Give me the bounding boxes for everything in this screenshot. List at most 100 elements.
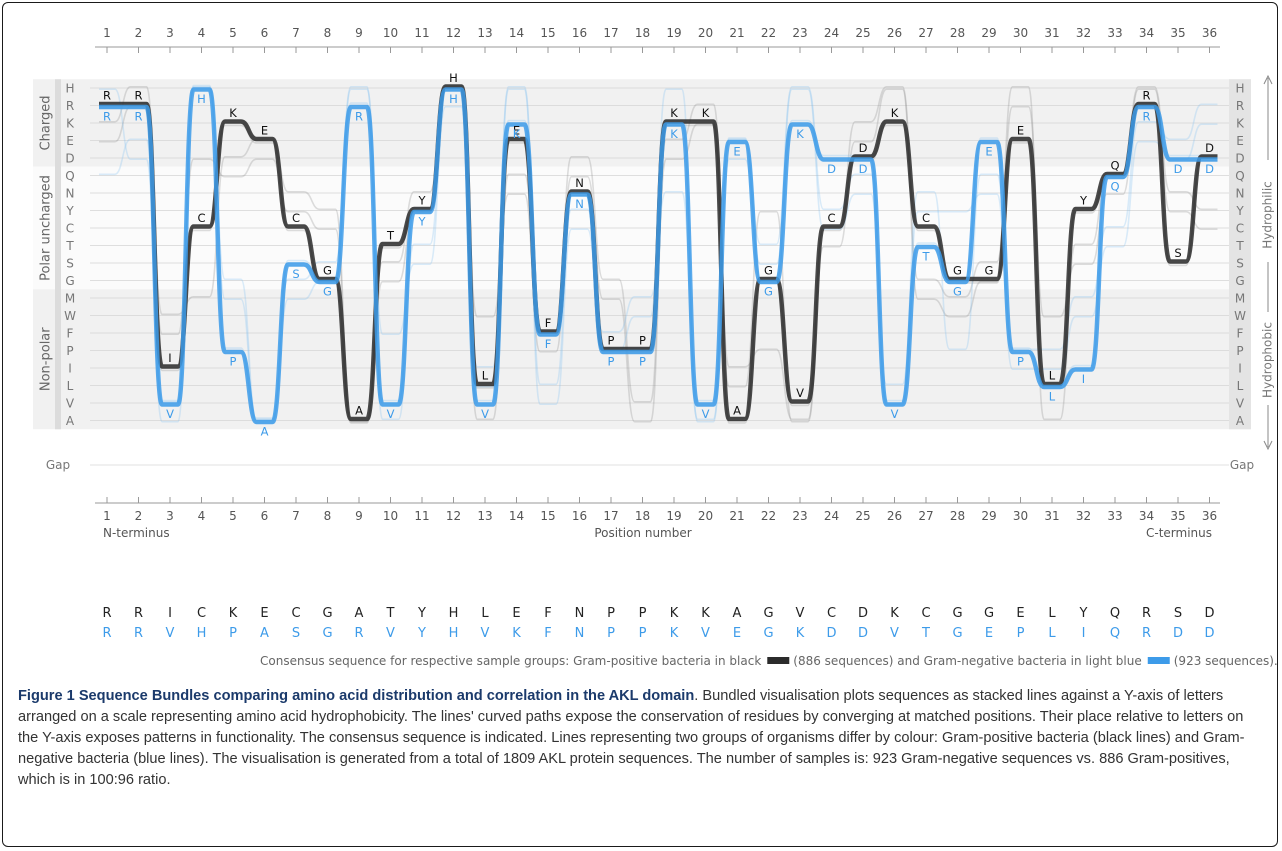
bottom-tick-label-23: 23 [792, 509, 807, 523]
marker-pos-11: Y [417, 194, 426, 208]
marker-pos-29: G [985, 264, 994, 278]
y-label-left-M: M [65, 292, 75, 306]
gap-label-right: Gap [1230, 458, 1254, 472]
marker-neg-31: L [1049, 390, 1056, 404]
scale-label-top: Hydrophilic [1261, 181, 1275, 249]
consensus-neg-2: R [134, 626, 143, 641]
top-tick-label-21: 21 [729, 26, 744, 40]
top-tick-label-16: 16 [572, 26, 587, 40]
top-tick-label-29: 29 [981, 26, 996, 40]
top-tick-label-1: 1 [103, 26, 111, 40]
y-label-left-T: T [65, 239, 74, 253]
marker-neg-20: V [702, 407, 710, 421]
consensus-pos-10: T [386, 606, 395, 621]
consensus-neg-5: P [229, 626, 237, 641]
bottom-tick-label-31: 31 [1044, 509, 1059, 523]
marker-pos-20: K [702, 106, 710, 120]
marker-neg-12: H [449, 92, 458, 106]
marker-pos-36: D [1205, 141, 1214, 155]
top-tick-label-17: 17 [603, 26, 618, 40]
consensus-pos-11: Y [417, 606, 426, 621]
consensus-pos-22: G [763, 606, 773, 621]
top-tick-label-9: 9 [355, 26, 363, 40]
consensus-neg-29: E [985, 626, 993, 641]
consensus-neg-15: F [544, 626, 551, 641]
consensus-neg-19: K [670, 626, 679, 641]
bottom-tick-label-8: 8 [324, 509, 332, 523]
top-tick-label-33: 33 [1107, 26, 1122, 40]
top-tick-label-7: 7 [292, 26, 300, 40]
bottom-tick-label-9: 9 [355, 509, 363, 523]
top-tick-label-5: 5 [229, 26, 237, 40]
consensus-pos-31: L [1048, 606, 1056, 621]
right-axis-strip [1229, 79, 1251, 430]
top-tick-label-6: 6 [261, 26, 269, 40]
marker-neg-27: T [921, 250, 930, 264]
bottom-tick-label-14: 14 [509, 509, 524, 523]
top-tick-label-27: 27 [918, 26, 933, 40]
y-label-right-M: M [1235, 292, 1245, 306]
consensus-neg-14: K [512, 626, 521, 641]
y-label-right-R: R [1236, 99, 1244, 113]
bottom-tick-label-22: 22 [761, 509, 776, 523]
consensus-neg-23: K [796, 626, 805, 641]
bottom-tick-label-32: 32 [1076, 509, 1091, 523]
marker-pos-22: G [764, 264, 773, 278]
marker-neg-23: K [796, 127, 804, 141]
consensus-neg-22: G [763, 626, 773, 641]
y-label-right-E: E [1236, 134, 1244, 148]
top-tick-label-3: 3 [166, 26, 174, 40]
bottom-tick-label-13: 13 [477, 509, 492, 523]
y-label-left-I: I [68, 362, 72, 376]
top-tick-label-4: 4 [198, 26, 206, 40]
top-tick-label-24: 24 [824, 26, 839, 40]
marker-pos-31: L [1049, 369, 1056, 383]
y-label-right-L: L [1237, 379, 1244, 393]
marker-pos-10: T [386, 229, 395, 243]
consensus-pos-32: Y [1079, 606, 1088, 621]
top-tick-label-15: 15 [540, 26, 555, 40]
y-label-right-I: I [1238, 362, 1242, 376]
variant-bundle-1-2 [99, 86, 1218, 421]
marker-neg-30: P [1017, 355, 1024, 369]
bottom-tick-label-30: 30 [1013, 509, 1028, 523]
y-label-right-K: K [1236, 117, 1245, 131]
bottom-tick-label-33: 33 [1107, 509, 1122, 523]
marker-neg-10: V [387, 407, 395, 421]
y-label-left-R: R [66, 99, 74, 113]
consensus-neg-12: H [449, 626, 459, 641]
bottom-tick-label-24: 24 [824, 509, 839, 523]
top-tick-label-8: 8 [324, 26, 332, 40]
marker-pos-5: K [229, 106, 237, 120]
y-label-right-C: C [1236, 222, 1244, 236]
consensus-pos-6: E [260, 606, 268, 621]
y-label-right-A: A [1236, 414, 1245, 428]
marker-pos-28: G [953, 264, 962, 278]
top-tick-label-14: 14 [509, 26, 524, 40]
consensus-pos-24: C [827, 606, 836, 621]
bottom-tick-label-21: 21 [729, 509, 744, 523]
consensus-pos-5: K [229, 606, 238, 621]
scale-arrow-up [1263, 74, 1273, 85]
consensus-neg-10: V [386, 626, 395, 641]
consensus-pos-1: R [102, 606, 111, 621]
y-label-right-W: W [1234, 309, 1246, 323]
marker-pos-35: S [1174, 246, 1181, 260]
bottom-tick-label-34: 34 [1139, 509, 1154, 523]
y-label-left-W: W [64, 309, 76, 323]
consensus-pos-35: S [1174, 606, 1182, 621]
group-label-2: Polar uncharged [39, 175, 54, 281]
consensus-neg-8: G [322, 626, 332, 641]
consensus-pos-16: N [575, 606, 585, 621]
gap-label-left: Gap [46, 458, 70, 472]
x-axis-title: Position number [594, 526, 691, 540]
consensus-pos-4: C [197, 606, 206, 621]
figure-caption: Figure 1 Sequence Bundles comparing amin… [18, 686, 1262, 791]
consensus-neg-7: S [292, 626, 300, 641]
marker-pos-13: L [482, 369, 489, 383]
y-label-left-H: H [65, 82, 74, 96]
consensus-pos-23: V [796, 606, 805, 621]
group-band-3 [33, 289, 1251, 430]
consensus-neg-6: A [260, 626, 269, 641]
y-label-right-D: D [1235, 152, 1244, 166]
